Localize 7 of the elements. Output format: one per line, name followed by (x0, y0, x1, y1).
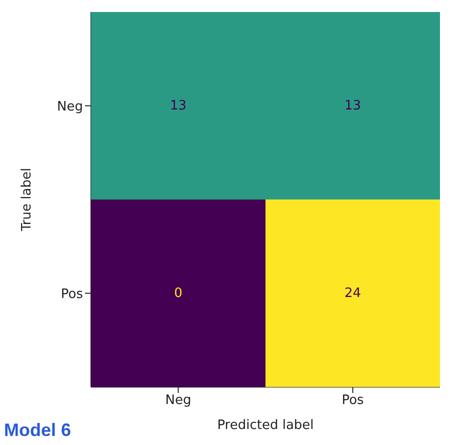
data-label: 13 (170, 98, 187, 114)
x-axis-title: Predicted label (217, 418, 314, 433)
data-label: 24 (344, 286, 362, 301)
data-label: 13 (344, 98, 362, 114)
data-label: 0 (174, 286, 182, 301)
text: Model 6 (4, 420, 72, 441)
y-axis-title: True label (20, 168, 35, 232)
